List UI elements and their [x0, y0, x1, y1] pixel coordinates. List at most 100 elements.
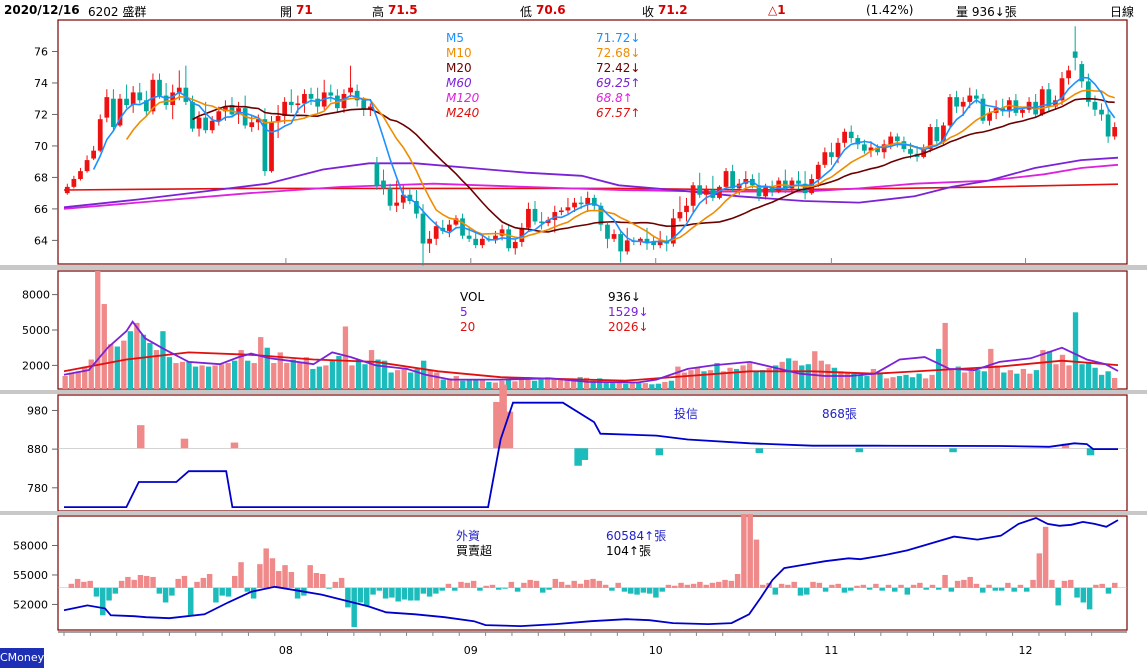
candle-body: [229, 105, 235, 115]
foreign-bar: [464, 582, 471, 588]
volume-bar: [909, 377, 916, 389]
volume-bar: [949, 368, 955, 389]
foreign-bar: [684, 584, 691, 588]
foreign-bar: [194, 581, 200, 588]
candle-body: [453, 218, 459, 225]
foreign-bar: [954, 580, 961, 588]
foreign-bar: [546, 587, 552, 590]
volume-bar: [251, 363, 257, 389]
ma-legend-name: M120: [446, 91, 480, 105]
volume-legend-value: 2026↓: [608, 320, 649, 334]
foreign-bar: [1005, 582, 1011, 588]
foreign-bar: [722, 579, 728, 588]
volume-bar: [121, 340, 127, 389]
foreign-bar: [892, 587, 898, 592]
foreign-bar: [584, 579, 590, 588]
foreign-bar: [860, 584, 867, 588]
volume-bar: [192, 366, 199, 389]
volume-bar: [629, 382, 635, 389]
candle-body: [117, 98, 123, 126]
foreign-bar: [1093, 584, 1099, 588]
x-tick-label: 10: [649, 644, 663, 657]
volume-bar: [1033, 370, 1040, 389]
volume-bar: [759, 370, 766, 389]
volume-bar: [69, 372, 75, 389]
foreign-bar: [1042, 526, 1049, 588]
volume-bar: [218, 364, 225, 389]
foreign-bar: [219, 587, 225, 596]
foreign-legend-name: 外資: [456, 529, 480, 543]
foreign-bar: [854, 585, 860, 588]
volume-bar: [870, 368, 877, 389]
volume-bar: [147, 342, 153, 389]
foreign-bar: [156, 587, 163, 594]
volume-bar: [903, 374, 909, 389]
candle-body: [282, 101, 288, 117]
trust-bar: [655, 448, 664, 456]
foreign-bar: [332, 581, 339, 588]
candle-body: [374, 163, 380, 186]
volume-bar: [799, 365, 805, 389]
foreign-bar: [980, 587, 986, 593]
volume-bar: [766, 367, 772, 389]
volume-bar: [636, 383, 642, 389]
volume-bar: [1111, 377, 1118, 389]
foreign-bar: [420, 587, 427, 594]
volume-bar: [479, 380, 486, 389]
volume-bar: [675, 366, 681, 389]
volume-bar: [733, 368, 740, 389]
volume-bar: [531, 380, 538, 389]
volume-bar: [890, 377, 896, 389]
foreign-bar: [948, 587, 955, 592]
volume-bar: [570, 378, 577, 389]
price-y-tick-label: 64: [34, 234, 48, 247]
foreign-bar: [100, 587, 106, 616]
candle-body: [572, 202, 577, 208]
volume-bar: [205, 366, 212, 389]
candle-body: [565, 207, 571, 211]
volume-bar: [1040, 350, 1046, 389]
candle-body: [275, 116, 281, 123]
volume-bar: [786, 358, 792, 389]
volume-bar: [779, 361, 785, 389]
ma-legend-name: M240: [446, 106, 480, 120]
x-tick-label: 11: [824, 644, 838, 657]
foreign-bar: [797, 587, 804, 596]
candle-body: [532, 208, 538, 222]
foreign-bar: [571, 580, 577, 588]
foreign-bar: [866, 587, 873, 590]
foreign-bar: [112, 587, 119, 594]
foreign-bar: [357, 587, 364, 603]
foreign-bar: [257, 564, 263, 588]
candle-body: [894, 136, 900, 142]
candle-body: [493, 235, 498, 241]
volume-bar: [258, 337, 264, 389]
volume-bar: [407, 372, 414, 389]
volume-bar: [792, 360, 798, 389]
candle-body: [236, 108, 241, 115]
candle-body: [875, 147, 880, 153]
candle-body: [1112, 127, 1118, 137]
foreign-bar: [87, 580, 93, 588]
candle-body: [190, 101, 195, 129]
low-label: 低: [520, 5, 533, 19]
volume-bar: [694, 367, 701, 389]
candle-body: [64, 186, 70, 194]
foreign-bar: [181, 575, 188, 588]
candle-body: [1039, 89, 1045, 115]
volume-bar: [773, 365, 779, 389]
foreign-bar: [596, 580, 603, 588]
volume-bar: [1098, 374, 1105, 389]
foreign-bar: [445, 583, 452, 588]
candle-body: [605, 224, 610, 239]
foreign-bar: [716, 581, 722, 588]
volume-bar: [381, 360, 388, 389]
volume-bar: [394, 370, 401, 389]
foreign-bar: [1017, 584, 1024, 588]
foreign-bar: [590, 578, 596, 588]
ma-legend-name: M60: [446, 76, 472, 90]
ma240-line: [63, 183, 1119, 191]
foreign-bar: [439, 587, 445, 591]
volume-bar: [427, 370, 433, 389]
candle-body: [967, 95, 973, 102]
